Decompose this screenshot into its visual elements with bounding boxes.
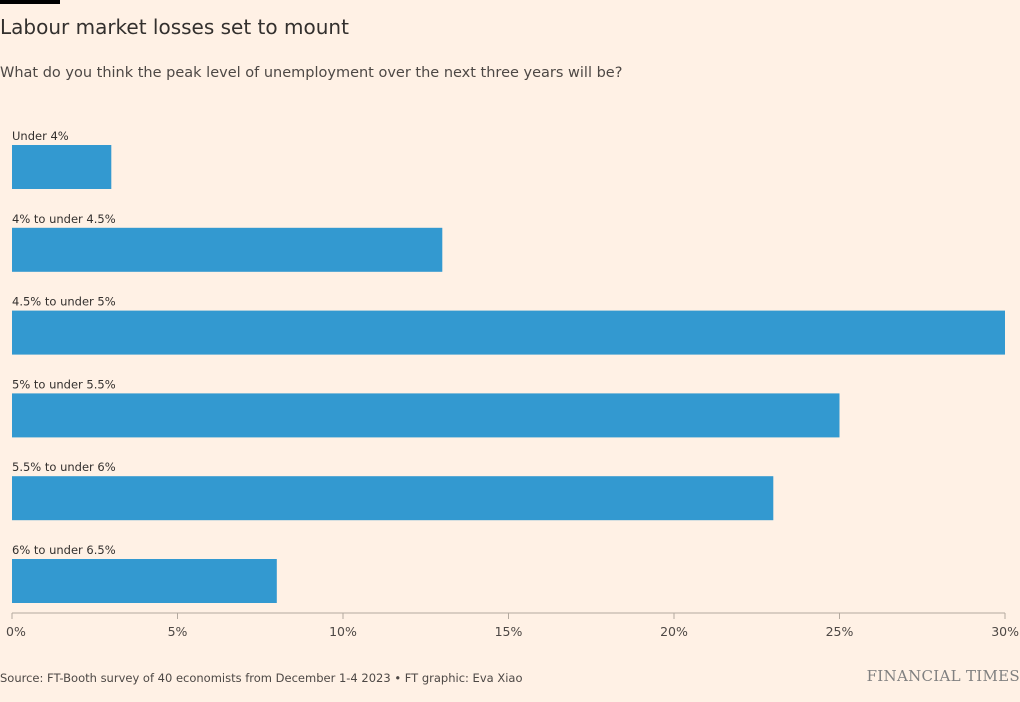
x-tick-label: 15% — [495, 624, 523, 639]
category-label: 5.5% to under 6% — [12, 460, 116, 474]
category-label: 4% to under 4.5% — [12, 212, 116, 226]
bar — [12, 145, 112, 189]
bar — [12, 310, 1005, 355]
category-label: 6% to under 6.5% — [12, 543, 116, 557]
financial-times-logo: FINANCIAL TIMES — [866, 667, 1020, 685]
bar — [12, 476, 774, 521]
chart-subtitle: What do you think the peak level of unem… — [0, 65, 623, 81]
x-tick-label: 30% — [991, 624, 1019, 639]
bar — [12, 559, 277, 603]
source-note: Source: FT-Booth survey of 40 economists… — [0, 671, 523, 685]
x-tick-label: 0% — [6, 624, 26, 639]
x-tick-label: 25% — [826, 624, 854, 639]
x-tick-label: 20% — [660, 624, 688, 639]
top-rule — [0, 0, 60, 4]
category-label: 5% to under 5.5% — [12, 377, 116, 391]
x-tick-label: 10% — [329, 624, 357, 639]
chart-title: Labour market losses set to mount — [0, 15, 349, 39]
bar-chart: Under 4% 4% to under 4.5% 4.5% to under 5%… — [6, 129, 1019, 639]
bar — [12, 227, 443, 272]
category-label: 4.5% to under 5% — [12, 295, 116, 309]
bar — [12, 393, 840, 438]
x-tick-label: 5% — [168, 624, 188, 639]
category-label: Under 4% — [12, 129, 69, 143]
